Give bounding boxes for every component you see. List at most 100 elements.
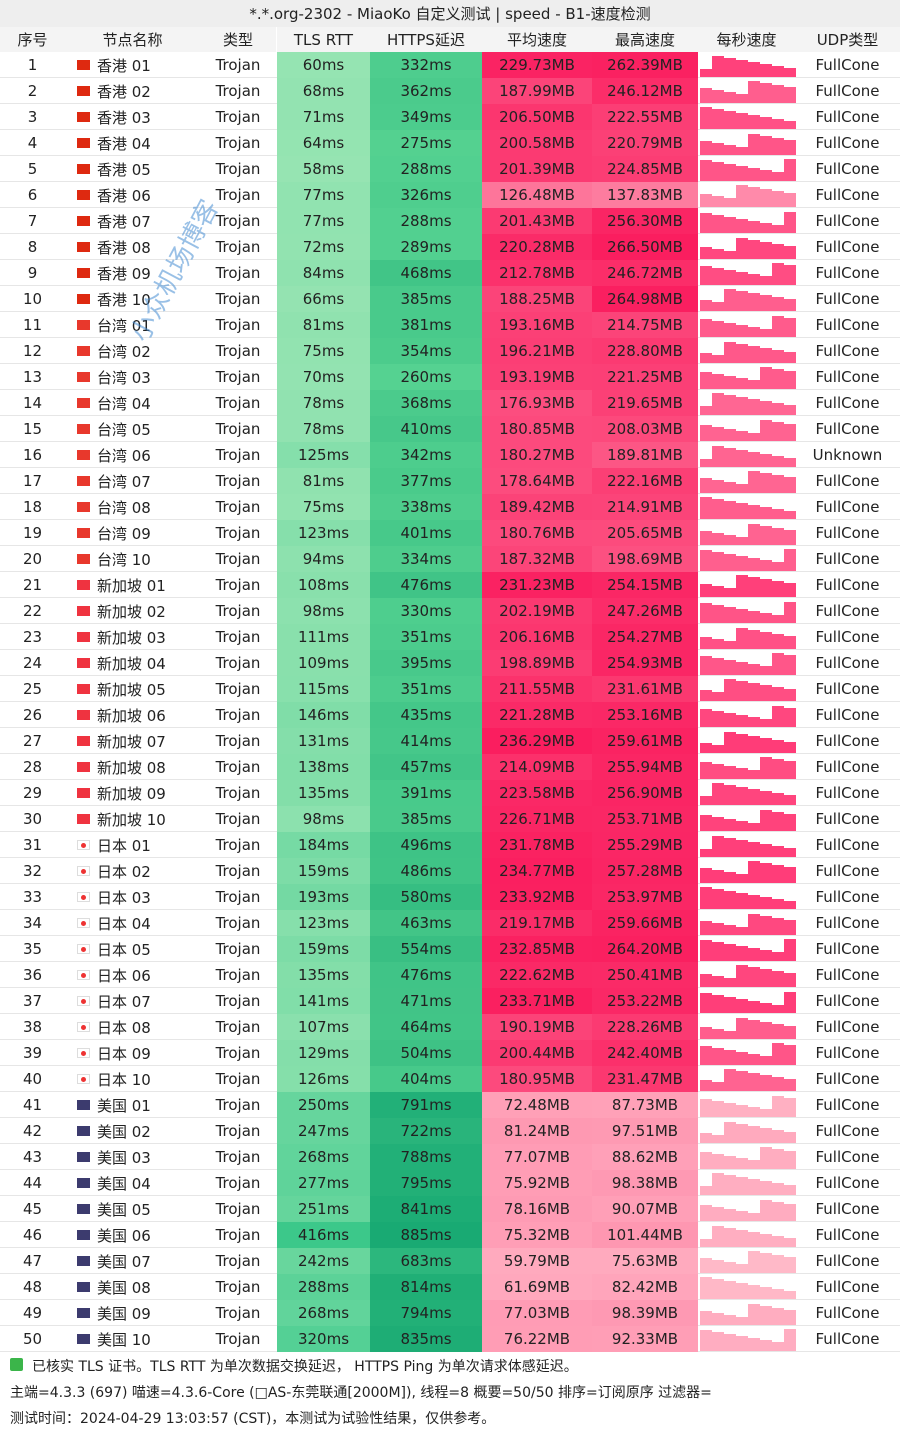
avg-speed-cell: 231.78MB [482,832,592,858]
node-name: 新加坡 07 [97,732,166,751]
type-cell: Trojan [215,1018,261,1036]
header-cell: 序号 [0,27,65,52]
node-name: 香港 04 [97,134,151,153]
speed-graph-bar [712,249,724,259]
speed-graph-bar [784,318,796,337]
max-speed-cell: 255.94MB [592,754,698,780]
speed-graph-bar [772,244,784,259]
speed-graph-bar [724,1103,736,1117]
flag-icon [77,1334,90,1344]
tls-cell: 72ms [277,234,370,260]
node-name: 日本 09 [97,1044,151,1063]
flag-dot [81,1025,86,1030]
speed-graph-bar [760,1181,772,1195]
speed-graph-bar [712,1207,724,1221]
speed-graph-bar [712,302,724,311]
speed-graph-bar [772,865,784,883]
speed-graph-bar [772,350,784,363]
avg-speed-cell: 180.76MB [482,520,592,546]
footer-line: 主端=4.3.3 (697) 喵速=4.3.6-Core (□AS-东莞联通[2… [10,1385,712,1401]
header-cell: 每秒速度 [698,27,795,52]
speed-graph-bar [760,1200,772,1221]
speed-graph-bar [712,923,724,935]
speed-graph-bar [760,844,772,857]
index-cell: 31 [22,836,43,854]
speed-graph-bar [760,83,772,103]
max-speed-cell: 88.62MB [592,1144,698,1170]
speed-graph-bar [772,1005,784,1013]
node-name: 美国 07 [97,1252,151,1271]
speed-graph-bar [712,889,724,909]
speed-graph-bar [748,1054,760,1065]
speed-graph-bar [748,274,760,285]
speed-graph-bar [712,393,724,415]
header-cell: TLS RTT [277,27,370,52]
speed-graph-bar [700,887,712,909]
udp-cell: FullCone [815,134,880,152]
udp-cell: FullCone [815,186,880,204]
udp-cell: FullCone [815,342,880,360]
speed-graph-bar [784,1098,796,1117]
speed-graph-bar [724,713,736,727]
speed-graph-bar [736,821,748,831]
speed-graph-bar [736,60,748,77]
speed-graph-bar [736,609,748,623]
https-cell: 722ms [370,1118,482,1144]
speed-graph-bar [724,1122,736,1143]
speed-graph-bar [784,939,796,961]
speed-graph-bar [748,380,760,389]
node-name: 新加坡 01 [97,576,166,595]
udp-cell: FullCone [815,810,880,828]
speed-graph-bar [700,1311,712,1325]
tls-cell: 81ms [277,312,370,338]
https-cell: 354ms [370,338,482,364]
index-cell: 7 [27,212,38,230]
speed-graph-bar [784,1132,796,1143]
max-speed-cell: 246.72MB [592,260,698,286]
speed-graph-bar [736,1211,748,1221]
speed-graph-bar [700,940,712,961]
type-cell: Trojan [215,290,261,308]
speed-graph-bar [748,452,760,467]
avg-speed-cell: 231.23MB [482,572,592,598]
max-speed-cell: 242.40MB [592,1040,698,1066]
https-cell: 391ms [370,780,482,806]
type-cell: Trojan [215,1252,261,1270]
index-cell: 6 [27,186,38,204]
tls-cell: 108ms [277,572,370,598]
speed-graph-bar [760,1128,772,1143]
type-cell: Trojan [215,1226,261,1244]
speed-graph-bar [760,473,772,493]
max-speed-cell: 222.16MB [592,468,698,494]
speed-graph-bar [760,276,772,285]
tls-cell: 71ms [277,104,370,130]
https-cell: 835ms [370,1326,482,1352]
speed-graph-bar [724,448,736,467]
speed-graph-bar [772,812,784,831]
speed-graph-bar [712,1154,724,1169]
speed-graph-bar [772,509,784,519]
max-speed-cell: 266.50MB [592,234,698,260]
speed-graph-bar [784,795,796,805]
speed-graph-bar [760,242,772,259]
speed-graph-bar [736,1071,748,1091]
speed-graph-bar [760,348,772,363]
avg-speed-cell: 180.95MB [482,1066,592,1092]
speed-graph-bar [700,637,712,649]
speed-graph-bar [724,482,736,493]
tls-cell: 138ms [277,754,370,780]
speed-graph-bar [736,450,748,467]
speed-graph-bar [736,681,748,701]
type-cell: Trojan [215,420,261,438]
max-speed-cell: 264.98MB [592,286,698,312]
avg-speed-cell: 206.50MB [482,104,592,130]
speed-graph-bar [724,732,736,753]
speed-graph-bar [760,613,772,623]
flag-icon [77,684,90,694]
speed-graph-bar [772,1202,784,1221]
speed-graph-bar [748,948,760,961]
speed-graph-bar [712,90,724,103]
speed-graph-bar [772,918,784,935]
speed-graph-bar [724,641,736,649]
max-speed-cell: 82.42MB [592,1274,698,1300]
